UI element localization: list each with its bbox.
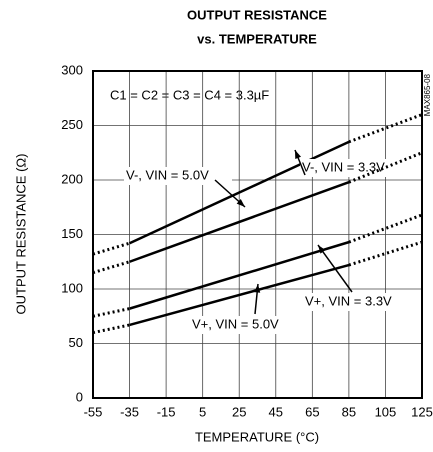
line-segment <box>129 240 350 310</box>
legend-arrowhead <box>254 284 261 293</box>
y-tick-label: 150 <box>61 226 83 241</box>
plot-border <box>92 70 423 399</box>
legend-label: V+, VIN = 5.0V <box>192 316 279 331</box>
y-tick-label: 300 <box>61 62 83 77</box>
legend-bg <box>124 167 232 185</box>
x-tick-label: 125 <box>411 404 433 419</box>
legend-label: V-, VIN = 3.3V <box>302 159 385 174</box>
x-axis-label: TEMPERATURE (°C) <box>195 429 319 444</box>
line-segment <box>92 260 130 275</box>
x-tick-label: -35 <box>120 404 139 419</box>
legend-bg <box>190 316 298 334</box>
line-segment <box>92 241 130 256</box>
x-tick-label: 85 <box>342 404 356 419</box>
y-tick-label: 200 <box>61 171 83 186</box>
line-segment <box>348 151 423 184</box>
x-tick-label: -15 <box>157 404 176 419</box>
line-segment <box>129 263 350 327</box>
line-segment <box>348 113 423 144</box>
x-tick-label: 65 <box>305 404 319 419</box>
x-tick-label: 45 <box>269 404 283 419</box>
line-segment <box>129 140 350 245</box>
y-tick-label: 50 <box>69 335 83 350</box>
x-tick-label: 5 <box>199 404 206 419</box>
line-segment <box>92 307 130 318</box>
x-tick-label: 105 <box>375 404 397 419</box>
legend-label: V-, VIN = 5.0V <box>126 167 209 182</box>
y-tick-label: 250 <box>61 117 83 132</box>
legend-arrowhead <box>295 150 302 159</box>
line-segment <box>129 181 350 263</box>
legend-bg <box>303 293 411 311</box>
y-tick-label: 100 <box>61 280 83 295</box>
legend-bg <box>300 159 408 177</box>
y-axis-label: OUTPUT RESISTANCE (Ω) <box>13 154 28 315</box>
annotation: MAX865-08 <box>423 73 432 116</box>
legend-label: V+, VIN = 3.3V <box>305 293 392 308</box>
x-tick-label: 25 <box>232 404 246 419</box>
line-segment <box>92 323 130 335</box>
x-tick-label: -55 <box>84 404 103 419</box>
legend-arrowhead <box>318 245 326 254</box>
chart-title: vs. TEMPERATURE <box>197 31 317 46</box>
annotation: C1 = C2 = C3 = C4 = 3.3µF <box>110 87 269 102</box>
legend-arrowhead <box>236 199 245 207</box>
chart-title: OUTPUT RESISTANCE <box>187 7 327 22</box>
y-tick-label: 0 <box>76 389 83 404</box>
line-segment <box>348 213 423 244</box>
